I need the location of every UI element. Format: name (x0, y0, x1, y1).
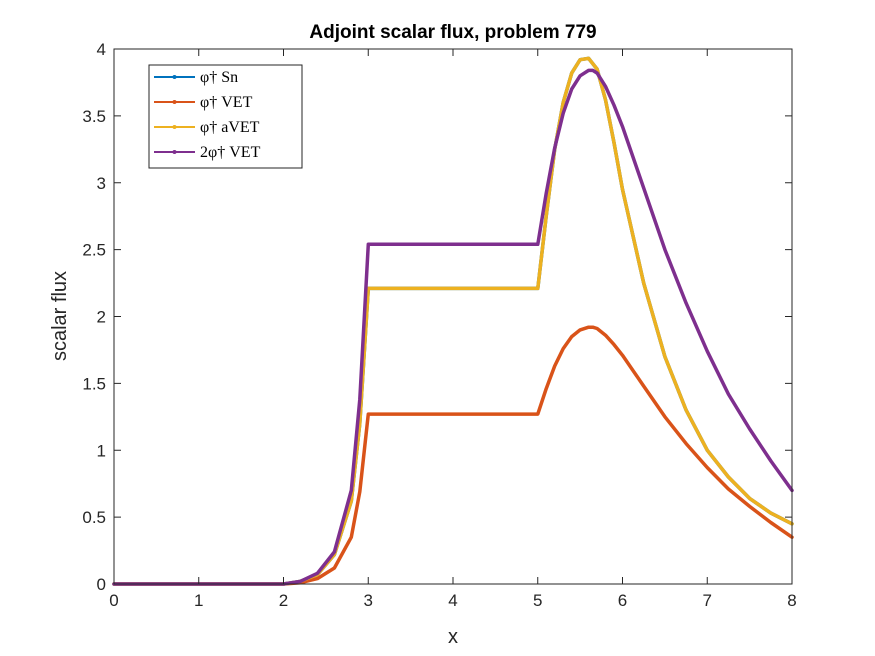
legend-marker-0 (172, 75, 177, 79)
legend: φ† Sn φ† VET φ† aVET 2φ† VET (148, 64, 303, 169)
x-axis-label: x (448, 626, 458, 648)
legend-marker-2 (172, 125, 177, 129)
y-tick-label: 3.5 (82, 107, 106, 126)
y-tick-label: 3 (97, 174, 106, 193)
series-layer (112, 56, 794, 586)
x-tick-label: 1 (194, 591, 203, 610)
y-tick-label: 2 (97, 308, 106, 327)
legend-label-1: φ† VET (200, 94, 253, 111)
y-axis-label: scalar flux (49, 271, 71, 361)
legend-marker-1 (172, 100, 177, 104)
y-tick-label: 2.5 (82, 241, 106, 260)
series-line-3 (112, 68, 794, 586)
x-tick-label: 6 (618, 591, 627, 610)
x-tick-label: 2 (279, 591, 288, 610)
ticks-layer: 0 1 2 3 4 5 6 7 8 0 0.5 1 1.5 2 2.5 3 3.5 4 (82, 40, 796, 610)
chart-title: Adjoint scalar flux, problem 779 (309, 22, 596, 43)
y-tick-label: 4 (97, 40, 106, 59)
legend-label-2: φ† aVET (200, 119, 260, 136)
x-tick-label: 0 (109, 591, 118, 610)
y-tick-label: 1.5 (82, 374, 106, 393)
y-tick-label: 1 (97, 441, 106, 460)
x-tick-label: 4 (448, 591, 457, 610)
y-tick-label: 0.5 (82, 508, 106, 527)
x-tick-label: 5 (533, 591, 542, 610)
y-tick-label: 0 (97, 575, 106, 594)
legend-label-3: 2φ† VET (200, 144, 261, 161)
x-tick-label: 3 (364, 591, 373, 610)
series-line-1 (112, 325, 794, 586)
legend-marker-3 (172, 150, 177, 154)
legend-label-0: φ† Sn (200, 69, 238, 86)
x-tick-label: 7 (703, 591, 712, 610)
x-tick-label: 8 (787, 591, 796, 610)
